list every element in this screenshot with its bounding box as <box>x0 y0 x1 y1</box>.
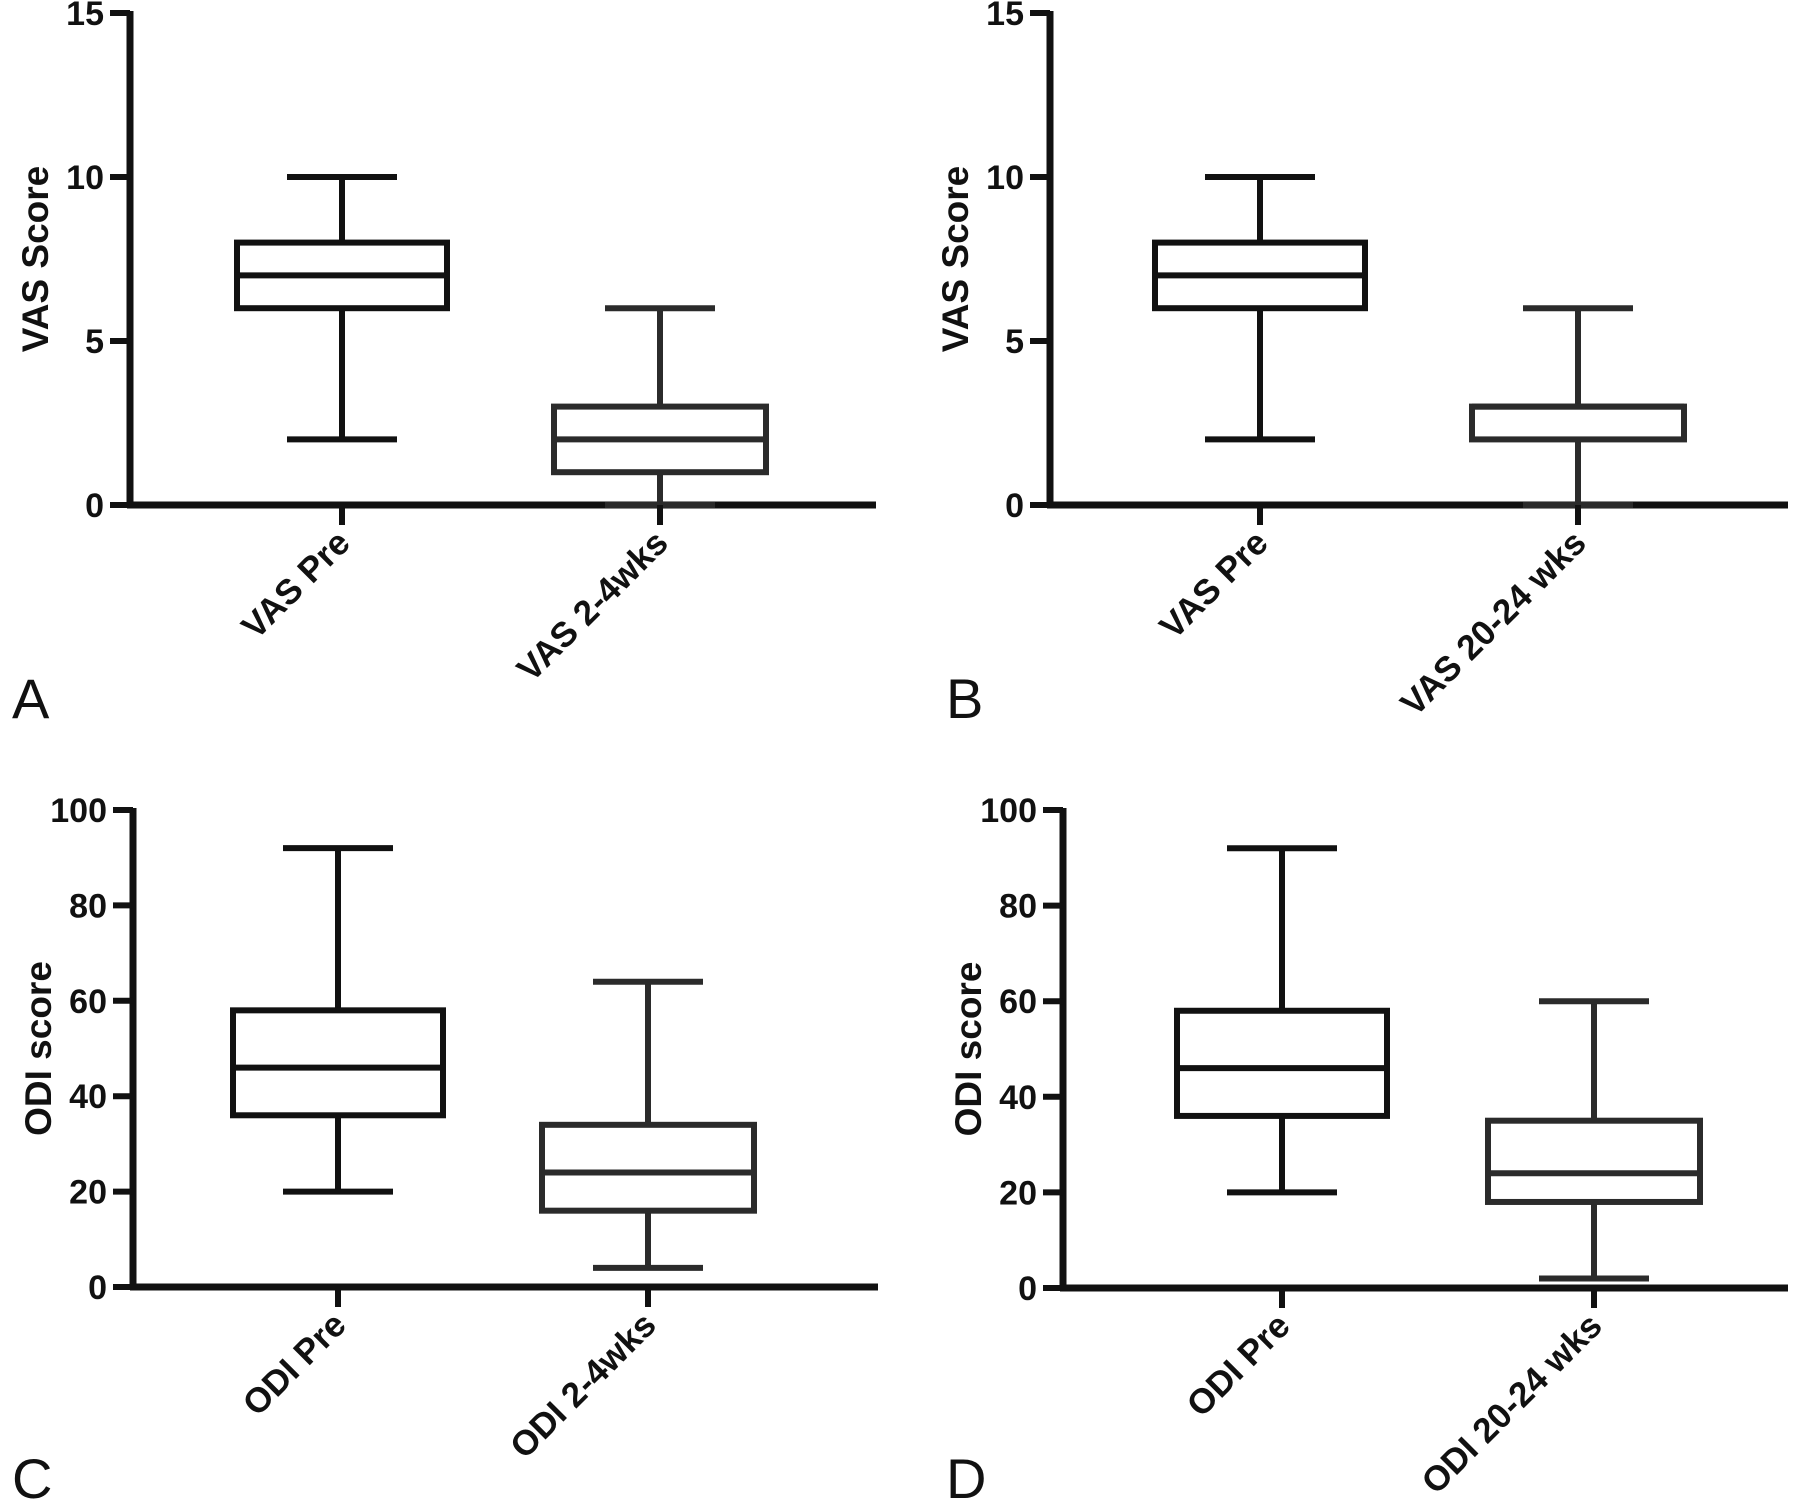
y-tick-label: 20 <box>999 1174 1037 1212</box>
y-tick-label: 0 <box>85 487 104 525</box>
y-tick-label: 40 <box>999 1079 1037 1117</box>
y-tick-label: 0 <box>1018 1270 1037 1308</box>
iqr-box <box>1485 1117 1703 1205</box>
y-tick-label: 5 <box>1005 323 1024 361</box>
iqr-box <box>230 1007 446 1119</box>
y-tick-label: 60 <box>69 983 107 1021</box>
y-tick-label: 60 <box>999 983 1037 1021</box>
x-category-label: VAS 20-24 wks <box>1393 523 1593 723</box>
panel-b: 0 5 10 15 VAS Score VAS Pre VAS 20-24 wks B <box>935 0 1788 730</box>
panel-c: 0 20 40 60 80 100 ODI score ODI Pre ODI 2-4wks C <box>12 792 878 1509</box>
y-axis-label: ODI score <box>948 962 989 1137</box>
panel-letter: B <box>946 667 983 730</box>
y-tick-label: 5 <box>85 323 104 361</box>
box-2 <box>1469 305 1687 508</box>
box-1 <box>1152 174 1368 443</box>
iqr-box <box>1469 403 1687 443</box>
x-category-label: ODI Pre <box>1179 1306 1297 1424</box>
y-axis-label: VAS Score <box>15 166 56 352</box>
iqr-box <box>1174 1007 1390 1119</box>
y-tick-label: 0 <box>88 1269 107 1307</box>
x-category-label: VAS 2-4wks <box>510 523 676 689</box>
y-tick-label: 10 <box>986 159 1024 197</box>
y-tick-label: 20 <box>69 1174 107 1212</box>
y-tick-label: 100 <box>980 792 1037 830</box>
y-tick-label: 100 <box>50 792 107 830</box>
y-axis-label: ODI score <box>18 961 59 1136</box>
panel-letter: C <box>12 1447 52 1504</box>
panel-letter: A <box>12 667 50 730</box>
x-category-label: ODI 20-24 wks <box>1414 1306 1609 1501</box>
x-category-label: VAS Pre <box>1152 523 1275 646</box>
y-tick-label: 0 <box>1005 487 1024 525</box>
panel-d: 0 20 40 60 80 100 ODI score ODI Pre ODI 20-24 wk… <box>946 792 1788 1509</box>
panel-a: 0 5 10 15 VAS Score VAS Pre VAS 2-4wks A <box>12 0 876 730</box>
box-1 <box>234 174 450 443</box>
box-1 <box>1174 845 1390 1196</box>
box-2 <box>551 305 769 508</box>
x-category-label: VAS Pre <box>234 523 357 646</box>
y-tick-label: 10 <box>66 159 104 197</box>
y-axis-label: VAS Score <box>935 166 976 352</box>
y-tick-label: 80 <box>999 888 1037 926</box>
y-tick-label: 40 <box>69 1078 107 1116</box>
box-1 <box>230 845 446 1195</box>
panel-letter: D <box>946 1447 986 1504</box>
box-2 <box>539 978 757 1271</box>
y-tick-label: 15 <box>66 0 104 33</box>
y-tick-label: 80 <box>69 887 107 925</box>
y-tick-label: 15 <box>986 0 1024 33</box>
x-category-label: ODI 2-4wks <box>503 1305 664 1466</box>
x-category-label: ODI Pre <box>235 1305 353 1423</box>
iqr-box <box>539 1121 757 1214</box>
box-2 <box>1485 998 1703 1282</box>
